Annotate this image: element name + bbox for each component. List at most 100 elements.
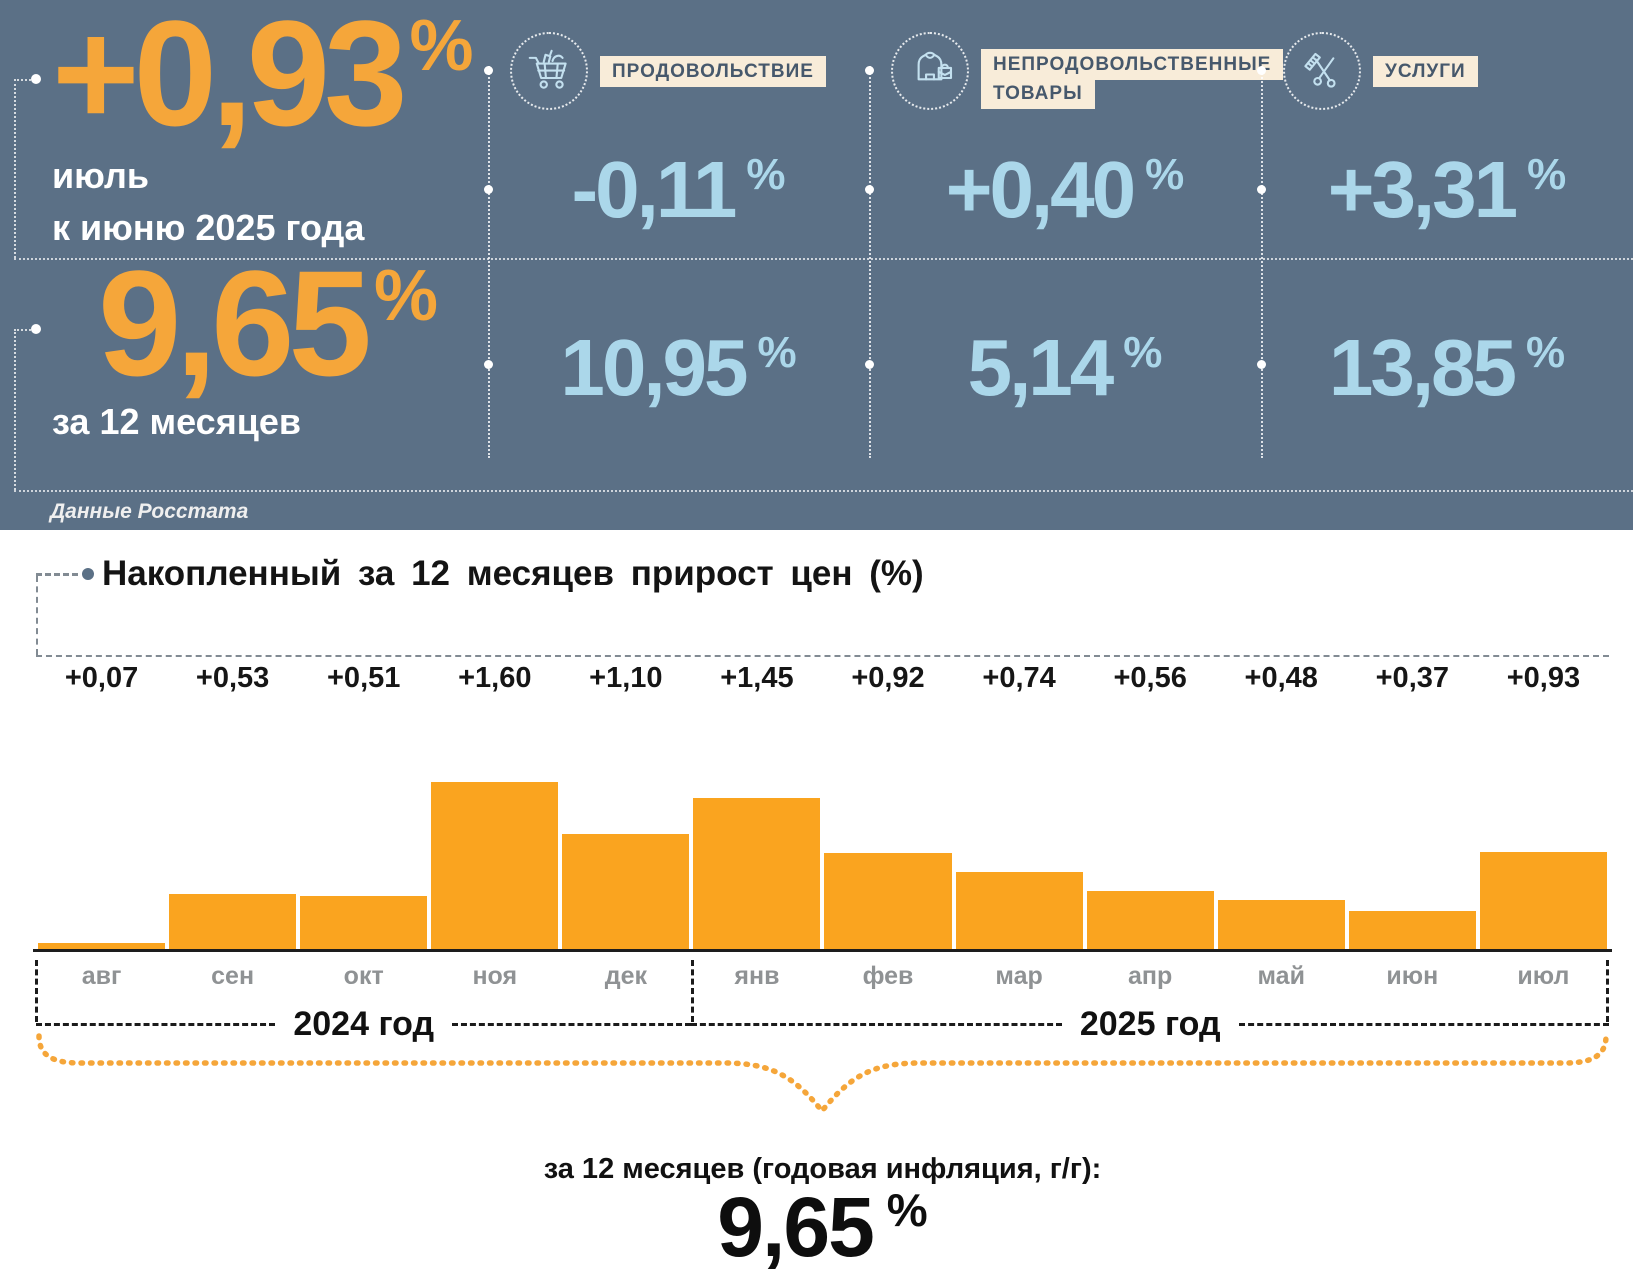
title-dash: [36, 573, 78, 576]
bar-value-label: +0,56: [1113, 662, 1187, 694]
month-label: фев: [862, 962, 914, 990]
percent-sign: %: [1527, 150, 1567, 199]
bar-column: [167, 750, 298, 950]
annual-inflation-caption: за 12 месяцев: [52, 401, 301, 442]
bar-value-label: +0,93: [1506, 662, 1581, 694]
month-label: янв: [734, 962, 780, 990]
annual-inflation-value: 9,65 %: [98, 248, 438, 398]
percent-sign: %: [1145, 150, 1185, 199]
bar-column: [36, 750, 167, 950]
bar: [1217, 900, 1345, 950]
chart-title: Накопленный за 12 месяцев прирост цен (%…: [102, 554, 924, 593]
bar-column: [1085, 750, 1216, 950]
shopping-cart-icon: [528, 49, 567, 89]
separator-dot: [1257, 360, 1266, 369]
category-annual-value: 13,85%: [1328, 323, 1566, 412]
bar: [38, 943, 166, 950]
bar: [431, 782, 559, 950]
month-label: июн: [1386, 962, 1439, 990]
monthly-inflation-caption: июль к июню 2025 года: [52, 150, 364, 254]
bar-value-label: +0,48: [1244, 662, 1318, 694]
category-monthly-value: -0,11%: [571, 145, 786, 234]
month-label: сен: [211, 962, 255, 990]
month-label: июл: [1517, 962, 1570, 990]
bar: [1086, 891, 1214, 950]
month-label: апр: [1128, 962, 1173, 990]
month-label: мар: [995, 962, 1043, 990]
category-nonfood: НЕПРОДОВОЛЬСТВЕННЫЕ ТОВАРЫ +0,40% 5,14%: [865, 0, 1284, 500]
caption-line-2: к июню 2025 года: [52, 207, 365, 249]
bar: [300, 896, 428, 950]
separator-dot: [484, 66, 493, 75]
dotted-separator: [1261, 66, 1263, 458]
bar: [824, 853, 952, 950]
cumulative-price-chart: Накопленный за 12 месяцев прирост цен (%…: [0, 530, 1633, 1285]
percent-sign: %: [746, 150, 786, 199]
separator-dot: [484, 360, 493, 369]
category-services: УСЛУГИ +3,31% 13,85%: [1257, 0, 1633, 500]
nonfood-icon-circle: [891, 32, 969, 110]
dashed-bracket-vertical: [36, 576, 38, 655]
bar-column: [560, 750, 691, 950]
bar-column: [1478, 750, 1609, 950]
bar-value-label: +0,74: [982, 662, 1056, 694]
dotted-bracket: [14, 329, 34, 490]
category-food: ПРОДОВОЛЬСТВИЕ -0,11% 10,95%: [484, 0, 869, 500]
bar-column: [429, 750, 560, 950]
food-icon-circle: [510, 32, 588, 110]
annual-inflation-footer-value: 9,65%: [717, 1180, 928, 1274]
bar-value-label: +1,60: [458, 662, 532, 694]
bar: [1348, 911, 1476, 950]
category-annual-value: 10,95%: [560, 323, 797, 412]
percent-sign: %: [886, 1184, 928, 1236]
bar: [955, 872, 1083, 950]
bar-value-label: +0,53: [195, 662, 270, 694]
category-label: ПРОДОВОЛЬСТВИЕ: [600, 56, 826, 87]
year-bracket-tick: [35, 960, 38, 1022]
year-bracket-tick: [1606, 960, 1609, 1022]
bar-column: [298, 750, 429, 950]
year-brackets: 2024 год 2025 год: [36, 1004, 1609, 1044]
bar-column: [822, 750, 953, 950]
year-bracket-tick: [691, 960, 694, 1022]
separator-dot: [865, 185, 874, 194]
bar: [169, 894, 297, 950]
dotted-separator: [488, 66, 490, 458]
percent-sign: %: [1123, 328, 1163, 377]
summary-header: +0,93 % июль к июню 2025 года 9,65 % за …: [0, 0, 1633, 530]
separator-dot: [1257, 185, 1266, 194]
category-monthly-value: +3,31%: [1327, 145, 1567, 234]
clothing-icon: [917, 51, 953, 81]
separator-dot: [484, 185, 493, 194]
bar: [693, 798, 821, 950]
month-label: май: [1257, 962, 1305, 990]
category-annual-value: 5,14%: [967, 323, 1163, 412]
category-label: УСЛУГИ: [1373, 56, 1478, 87]
row-divider: [14, 490, 1633, 492]
month-label: окт: [343, 962, 384, 990]
caption-line-1: июль: [52, 155, 149, 196]
percent-sign: %: [757, 328, 797, 377]
x-axis-line: [33, 949, 1612, 952]
separator-dot: [865, 360, 874, 369]
row-divider: [14, 258, 1633, 260]
month-labels-row: авг сен окт ноя дек янв фев мар апр май июн июл: [36, 962, 1609, 991]
bar-column: [954, 750, 1085, 950]
percent-sign: %: [409, 6, 474, 86]
annual-inflation-footer-caption: за 12 месяцев (годовая инфляция, г/г):: [543, 1153, 1102, 1185]
year-label: 2025 год: [1079, 1004, 1221, 1043]
bar-value-label: +0,92: [851, 662, 925, 694]
category-monthly-value: +0,40%: [945, 145, 1185, 234]
bar: [562, 834, 690, 950]
bracket-dot: [31, 324, 41, 334]
separator-dot: [1257, 66, 1266, 75]
bar-value-label: +1,45: [720, 662, 794, 694]
separator-dot: [865, 66, 874, 75]
bar-value-label: +0,37: [1375, 662, 1450, 694]
bar-value-labels-row: +0,07 +0,53 +0,51 +1,60 +1,10 +1,45 +0,92 +0,74…: [36, 662, 1609, 695]
year-group-2024: 2024 год: [36, 1004, 692, 1044]
monthly-inflation-number: +0,93: [52, 0, 408, 157]
title-bullet: [82, 568, 94, 580]
bar-value-label: +1,10: [589, 662, 663, 694]
